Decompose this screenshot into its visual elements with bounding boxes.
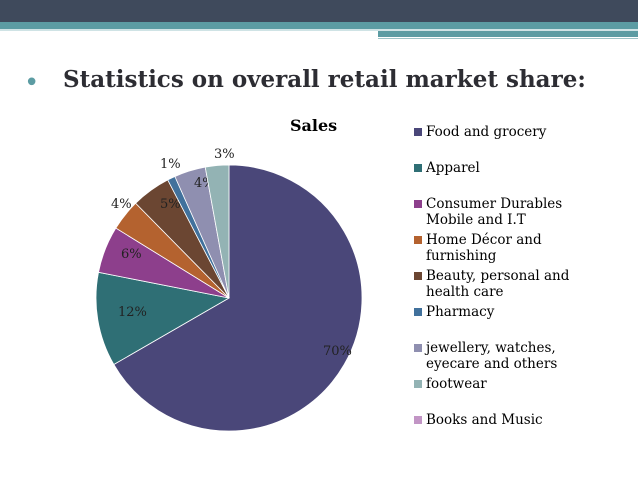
bullet-point: •: [24, 68, 40, 98]
legend-swatch: [414, 128, 422, 136]
legend-item-2: Apparel: [414, 160, 624, 176]
pie-data-label-1: 70%: [323, 344, 352, 359]
header-band: [0, 0, 638, 22]
header-stripe: [0, 22, 638, 29]
legend-label: Consumer Durables Mobile and I.T: [426, 196, 563, 228]
pie-data-label-2: 12%: [118, 305, 147, 320]
slide-heading: Statistics on overall retail market shar…: [63, 66, 586, 93]
legend-item-9: Books and Music: [414, 412, 624, 428]
legend-item-3: Consumer Durables Mobile and I.T: [414, 196, 624, 228]
header-stripe-light: [0, 29, 638, 31]
pie-data-label-8: 3%: [214, 147, 235, 162]
pie-data-label-5: 5%: [160, 197, 181, 212]
legend-swatch: [414, 416, 422, 424]
legend-swatch: [414, 164, 422, 172]
legend-label: Pharmacy: [426, 304, 495, 320]
legend-swatch: [414, 380, 422, 388]
legend-item-8: footwear: [414, 376, 624, 392]
legend-label: Apparel: [426, 160, 480, 176]
legend-swatch: [414, 272, 422, 280]
pie-slice-8: [204, 164, 230, 299]
pie-data-label-3: 6%: [121, 247, 142, 262]
legend-swatch: [414, 236, 422, 244]
chart-title: Sales: [290, 116, 338, 135]
legend-label: footwear: [426, 376, 487, 392]
pie-data-label-4: 4%: [111, 197, 132, 212]
legend-item-5: Beauty, personal and health care: [414, 268, 624, 300]
legend-swatch: [414, 308, 422, 316]
pie-slice-2: [95, 271, 231, 366]
legend-label: jewellery, watches, eyecare and others: [426, 340, 558, 372]
legend-swatch: [414, 200, 422, 208]
header-accent-stripe: [378, 31, 638, 37]
legend-label: Books and Music: [426, 412, 543, 428]
pie-data-label-6: 1%: [160, 157, 181, 172]
legend-item-7: jewellery, watches, eyecare and others: [414, 340, 624, 372]
legend-label: Home Décor and furnishing: [426, 232, 542, 264]
header-accent-line: [378, 38, 638, 39]
legend-label: Beauty, personal and health care: [426, 268, 570, 300]
legend-item-4: Home Décor and furnishing: [414, 232, 624, 264]
legend-item-6: Pharmacy: [414, 304, 624, 320]
pie-slice-1: [113, 164, 363, 432]
legend-item-1: Food and grocery: [414, 124, 624, 140]
legend-label: Food and grocery: [426, 124, 547, 140]
legend-swatch: [414, 344, 422, 352]
